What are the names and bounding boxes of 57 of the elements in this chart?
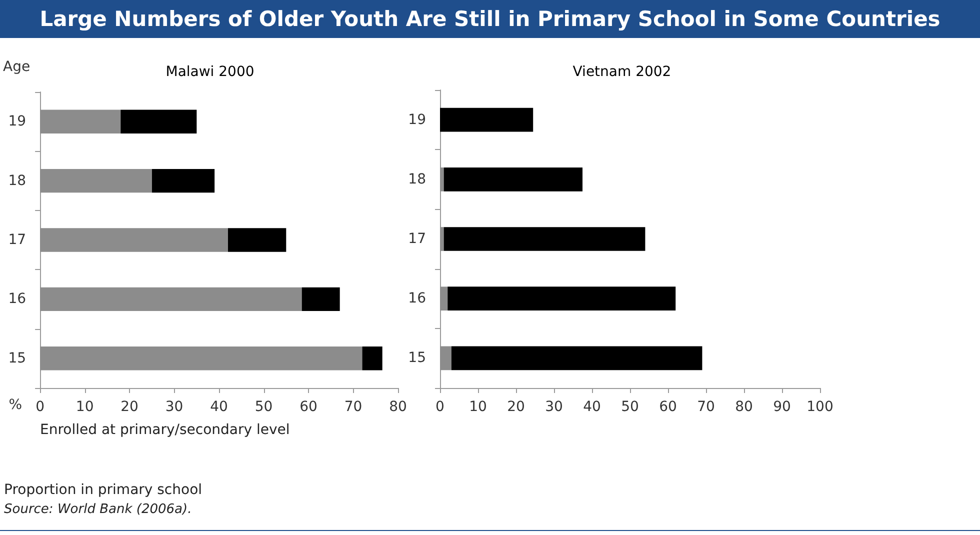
chart-subtitle: Malawi 2000 bbox=[166, 64, 254, 80]
bar bbox=[440, 108, 534, 132]
x-tick-label: 20 bbox=[120, 399, 138, 415]
x-tick-label: 60 bbox=[659, 399, 677, 415]
chart-title: Vietnam 2002 bbox=[572, 64, 672, 80]
bar bbox=[440, 286, 448, 311]
text: Enrolled at primary/secondary level bbox=[40, 422, 290, 438]
x-tick-label: 30 bbox=[165, 399, 184, 415]
x-tick-label: 70 bbox=[697, 399, 715, 415]
y-tick-label: 19 bbox=[408, 112, 426, 128]
bar bbox=[444, 227, 646, 251]
text: Large Numbers of Older Youth Are Still in Primary School in Some Countries bbox=[0, 0, 980, 38]
x-tick-label: 100 bbox=[806, 399, 834, 415]
x-tick-label: 40 bbox=[210, 399, 228, 415]
x-tick-label: 50 bbox=[621, 399, 639, 415]
bar bbox=[120, 110, 197, 134]
bar bbox=[440, 167, 444, 192]
y-tick-label: 16 bbox=[408, 290, 426, 307]
bar bbox=[40, 346, 362, 370]
source-note: Source: World Bank (2006a). bbox=[4, 502, 192, 517]
x-tick-label: 80 bbox=[389, 399, 407, 415]
x-tick-label: 50 bbox=[254, 399, 273, 415]
bar bbox=[451, 346, 702, 370]
y-tick-label: 15 bbox=[408, 350, 426, 366]
x-axis-title: % bbox=[8, 397, 22, 413]
bar bbox=[152, 168, 215, 193]
x-tick-label: 60 bbox=[300, 399, 318, 415]
y-tick-label: 17 bbox=[408, 231, 426, 247]
x-tick-label: 80 bbox=[735, 399, 753, 415]
y-tick-label: 18 bbox=[8, 172, 26, 189]
bar bbox=[444, 167, 582, 192]
bar bbox=[302, 287, 340, 312]
y-tick-label: 17 bbox=[8, 232, 26, 248]
bar bbox=[362, 346, 382, 370]
x-tick-label: 90 bbox=[773, 399, 791, 415]
x-tick-label: 30 bbox=[545, 399, 563, 415]
bar bbox=[440, 346, 452, 370]
bar bbox=[40, 287, 302, 312]
bar bbox=[40, 228, 228, 252]
x-tick-label: 0 bbox=[36, 399, 45, 415]
text: Proportion in primary school bbox=[4, 482, 202, 498]
x-tick-label: 10 bbox=[469, 399, 487, 415]
x-tick-label: 10 bbox=[76, 399, 94, 415]
bar bbox=[40, 110, 121, 134]
y-tick-label: 18 bbox=[408, 171, 426, 188]
y-tick-label: 16 bbox=[8, 291, 26, 308]
bar bbox=[228, 228, 286, 252]
bar bbox=[40, 168, 152, 193]
x-tick-label: 0 bbox=[436, 399, 444, 415]
y-axis-title: Age bbox=[3, 59, 30, 75]
y-tick-label: 19 bbox=[8, 114, 26, 130]
x-tick-label: 20 bbox=[507, 399, 525, 415]
x-tick-label: 40 bbox=[583, 399, 601, 415]
x-tick-label: 70 bbox=[344, 399, 362, 415]
bar bbox=[448, 286, 676, 311]
y-tick-label: 15 bbox=[8, 350, 26, 366]
bar bbox=[440, 227, 444, 251]
